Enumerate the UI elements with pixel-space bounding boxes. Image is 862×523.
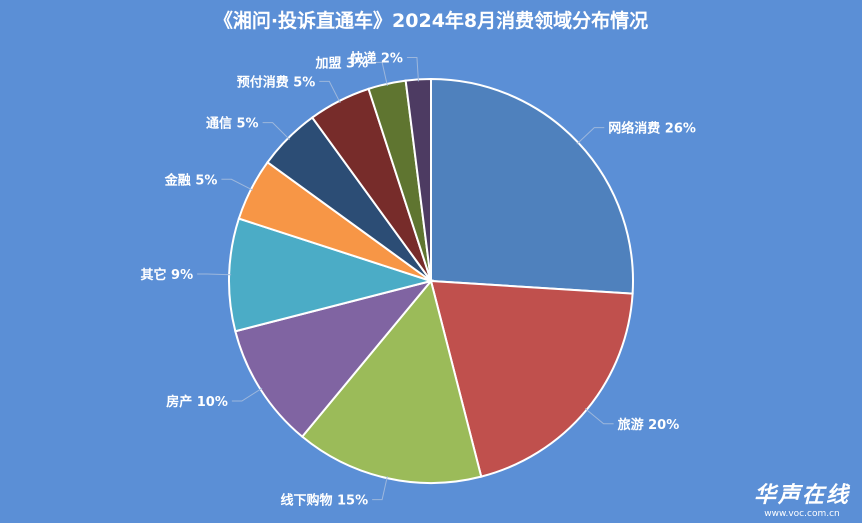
watermark: 华声在线 www.voc.com.cn [754, 477, 850, 519]
data-label: 线下购物 15% [280, 493, 368, 509]
leader-line [221, 178, 254, 191]
leader-line [319, 80, 341, 104]
data-label: 通信 5% [206, 116, 259, 132]
chart-title: 《湘问·投诉直通车》2024年8月消费领域分布情况 [213, 10, 649, 32]
pie-slice [430, 77, 634, 295]
leader-line [231, 387, 263, 402]
leader-line [576, 127, 605, 145]
data-label: 预付消费 5% [237, 74, 316, 90]
watermark-url: www.voc.com.cn [764, 509, 840, 519]
leader-line [197, 273, 232, 276]
leader-line [372, 61, 388, 86]
data-label: 网络消费 26% [608, 121, 696, 137]
leader-line [262, 122, 290, 140]
data-label: 金融 5% [164, 172, 218, 188]
data-label: 快递 2% [350, 50, 403, 66]
leader-line [406, 56, 419, 82]
leader-line [584, 408, 614, 425]
data-label: 房产 10% [166, 394, 228, 410]
watermark-logo: 华声在线 [753, 482, 850, 508]
data-label: 旅游 20% [618, 417, 680, 433]
data-label: 加盟 3% [315, 55, 369, 71]
leader-line [372, 476, 388, 501]
data-label: 其它 9% [141, 267, 194, 283]
